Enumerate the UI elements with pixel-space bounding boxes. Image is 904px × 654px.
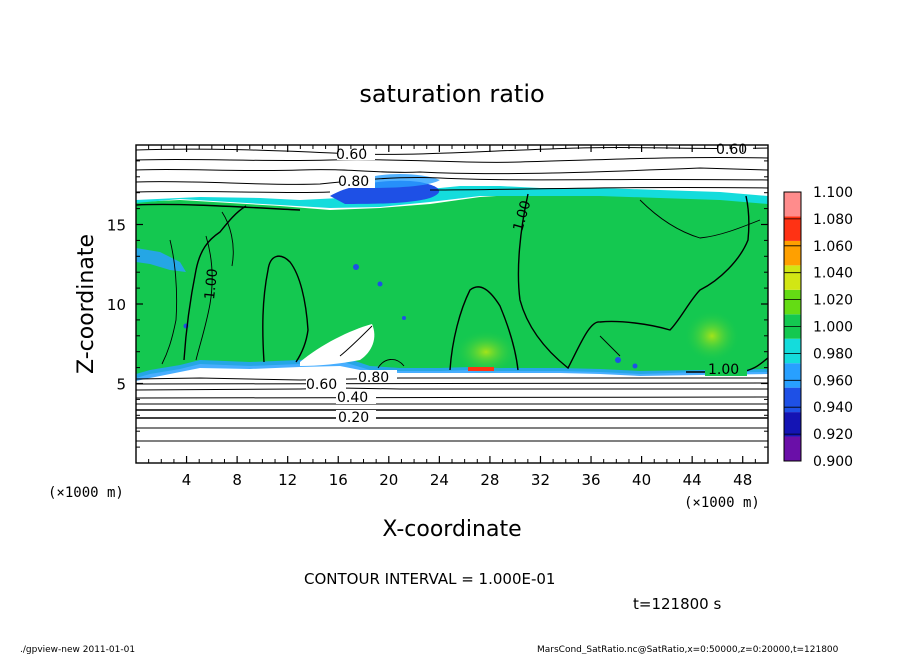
upper-blue-fringe xyxy=(136,186,768,208)
contour-interval: CONTOUR INTERVAL = 1.000E-01 xyxy=(304,570,555,588)
contour-line xyxy=(136,176,768,185)
x-tick-label: 20 xyxy=(379,471,398,489)
y-axis: 5 10 15 xyxy=(107,160,768,448)
dry-pocket xyxy=(300,324,375,366)
contour-label: 0.20 xyxy=(338,410,369,426)
contour-label: 0.80 xyxy=(338,174,369,190)
contour-line xyxy=(136,396,768,399)
x-axis: 4 8 12 16 20 24 28 32 36 40 44 48 xyxy=(148,145,756,489)
time-stamp: t=121800 s xyxy=(633,595,721,613)
x-tick-label: 28 xyxy=(480,471,499,489)
y-tick-label: 5 xyxy=(116,376,126,394)
x-tick-label: 16 xyxy=(329,471,348,489)
contour-line xyxy=(136,167,768,175)
colorbar-swatch xyxy=(784,363,801,388)
blue-speck xyxy=(632,363,638,369)
warm-spot-max xyxy=(468,367,494,371)
colorbar-swatch xyxy=(784,412,801,437)
y-tick-label: 15 xyxy=(107,217,126,235)
chart-title: saturation ratio xyxy=(359,80,544,108)
colorbar-swatch xyxy=(784,265,801,290)
x-tick-label: 48 xyxy=(733,471,752,489)
colorbar-label: 0.960 xyxy=(813,373,853,389)
contour-line xyxy=(221,211,234,267)
x-tick-label: 44 xyxy=(683,471,702,489)
blue-speck xyxy=(615,357,621,363)
contour-line xyxy=(136,382,768,385)
x-tick-label: 12 xyxy=(278,471,297,489)
contour-line xyxy=(377,359,405,369)
y-tick-label: 10 xyxy=(107,296,126,314)
x-tick-label: 40 xyxy=(632,471,651,489)
contour-label: 1.00 xyxy=(708,362,739,378)
blue-speck xyxy=(402,316,406,320)
colorbar-swatch xyxy=(784,289,801,315)
contour-line xyxy=(517,193,750,370)
contour-lines xyxy=(136,146,768,442)
contour-line xyxy=(262,255,309,363)
contour-label: 0.60 xyxy=(716,142,747,158)
y-unit-label: (×1000 m) xyxy=(48,485,124,501)
contour-label: 0.80 xyxy=(358,370,389,386)
contour-line xyxy=(136,377,768,381)
saturation-band xyxy=(136,192,768,378)
colorbar-swatch xyxy=(784,240,801,266)
footer-left: ./gpview-new 2011-01-01 xyxy=(20,645,135,654)
contour-line xyxy=(161,239,178,365)
colorbar-label: 1.100 xyxy=(813,185,853,201)
colorbar-label: 0.900 xyxy=(813,454,853,470)
colorbar-swatch xyxy=(784,387,801,413)
x-tick-label: 8 xyxy=(232,471,242,489)
colorbar-label: 1.040 xyxy=(813,266,853,282)
contour-label: 1.00 xyxy=(202,268,221,301)
footer-right: MarsCond_SatRatio.nc@SatRatio,x=0:50000,… xyxy=(537,645,839,654)
colorbar-swatch xyxy=(784,338,801,364)
colorbar-swatch xyxy=(784,436,801,461)
contour-line xyxy=(195,235,213,361)
colorbar-label: 1.080 xyxy=(813,212,853,228)
contour-line xyxy=(136,203,301,211)
blue-speck xyxy=(377,281,383,287)
left-shelf xyxy=(136,248,186,272)
x-axis-label: X-coordinate xyxy=(382,517,521,542)
x-tick-label: 4 xyxy=(182,471,192,489)
colorbar-label: 1.020 xyxy=(813,293,853,309)
x-tick-label: 32 xyxy=(531,471,550,489)
contour-line xyxy=(183,205,247,361)
shaded-field xyxy=(136,174,768,381)
contour-line xyxy=(136,186,768,194)
colorbar: 0.900 0.920 0.940 0.960 0.980 1.000 1.020 1.040… xyxy=(783,185,853,470)
colorbar-swatch xyxy=(784,192,801,217)
x-tick-label: 24 xyxy=(430,471,449,489)
warm-spot xyxy=(684,310,740,362)
colorbar-label: 0.920 xyxy=(813,427,853,443)
blue-speck xyxy=(353,264,359,270)
x-unit-label: (×1000 m) xyxy=(684,495,760,511)
contour-line xyxy=(136,156,768,163)
contour-line xyxy=(599,335,621,357)
warm-spot xyxy=(454,330,518,374)
colorbar-label: 0.980 xyxy=(813,346,853,362)
contour-line xyxy=(339,325,373,357)
colorbar-label: 1.060 xyxy=(813,239,853,255)
contour-label: 0.60 xyxy=(336,147,367,163)
contour-line xyxy=(639,199,761,239)
colorbar-swatch xyxy=(784,216,801,241)
contour-labels: 0.60 0.60 0.80 1.00 1.00 1.00 0.60 0.80 … xyxy=(202,141,753,426)
contour-line xyxy=(449,286,519,371)
colorbar-label: 0.940 xyxy=(813,400,853,416)
lower-edge-cyan xyxy=(136,356,768,381)
contour-label: 0.40 xyxy=(337,390,368,406)
contour-label: 0.60 xyxy=(306,377,337,393)
plot-area: 0.60 0.60 0.80 1.00 1.00 1.00 0.60 0.80 … xyxy=(135,141,769,464)
colorbar-label: 1.000 xyxy=(813,320,853,336)
y-axis-label: Z-coordinate xyxy=(74,234,99,374)
x-tick-label: 36 xyxy=(581,471,600,489)
